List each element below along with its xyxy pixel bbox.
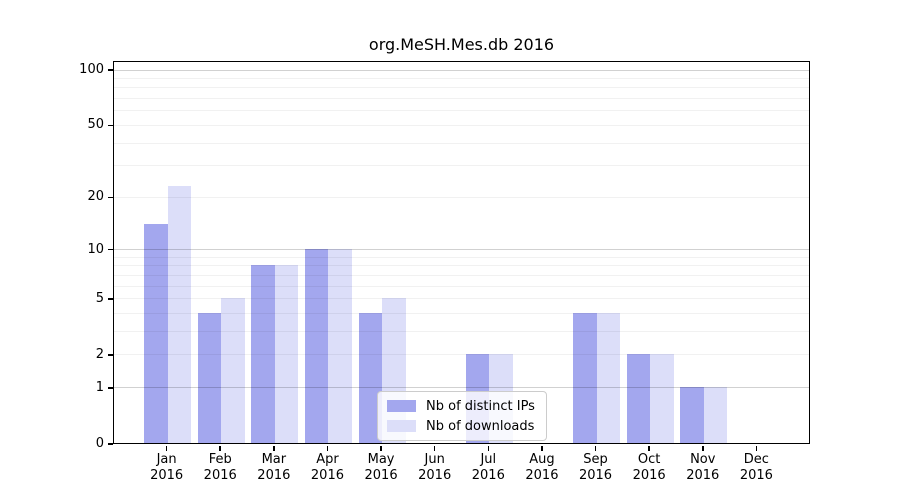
gridline-minor-5 [114,298,809,300]
bar-ips-mar [251,265,275,443]
gridline-minor-30 [114,165,809,167]
y-tick-mark-2 [108,354,113,356]
legend-label-distinct-ips: Nb of distinct IPs [426,398,535,414]
x-tick-label-apr: Apr 2016 [310,452,344,483]
legend: Nb of distinct IPs Nb of downloads [377,391,547,441]
bar-downloads-oct [650,354,674,443]
chart-title: org.MeSH.Mes.db 2016 [368,35,555,54]
y-tick-label-2: 2 [95,346,104,362]
x-tick-mark-may [380,445,382,451]
legend-label-downloads: Nb of downloads [426,418,535,434]
gridline-minor-7 [114,275,809,277]
gridline-minor-2 [114,354,809,356]
gridline-minor-6 [114,285,809,287]
y-tick-label-0: 0 [95,436,104,451]
x-tick-label-aug: Aug 2016 [525,452,559,483]
y-tick-mark-10 [108,248,113,251]
x-tick-label-jan: Jan 2016 [150,452,184,483]
x-tick-label-dec: Dec 2016 [739,452,773,483]
x-tick-mark-feb [219,445,221,451]
x-tick-mark-nov [702,445,704,451]
y-tick-mark-50 [108,124,113,127]
bar-ips-sep [573,312,597,443]
gridline-minor-90 [114,78,809,80]
x-tick-label-feb: Feb 2016 [203,452,237,483]
x-tick-label-may: May 2016 [364,452,398,483]
x-tick-label-mar: Mar 2016 [257,452,291,483]
x-tick-mark-oct [648,445,650,451]
legend-item-distinct-ips: Nb of distinct IPs [387,398,537,414]
x-tick-label-nov: Nov 2016 [686,452,720,483]
y-tick-label-50: 50 [87,117,104,133]
gridline-minor-20 [114,196,809,198]
x-tick-mark-sep [594,445,597,451]
x-tick-mark-aug [541,445,543,451]
bar-ips-feb [197,312,222,443]
y-tick-mark-100 [108,69,113,71]
x-tick-label-sep: Sep 2016 [578,452,613,483]
x-tick-mark-jan [165,445,168,451]
y-tick-mark-20 [108,196,113,199]
bar-downloads-apr [328,248,352,443]
bar-ips-may [358,312,383,443]
y-tick-mark-1 [108,387,113,389]
bar-downloads-nov [703,386,728,443]
gridline-minor-50 [114,124,809,126]
y-tick-label-100: 100 [79,62,104,78]
legend-swatch-downloads [387,420,416,432]
y-tick-label-20: 20 [87,189,104,205]
bar-downloads-mar [274,265,299,443]
y-tick-label-1: 1 [95,379,104,395]
y-tick-mark-0 [108,443,113,445]
bar-ips-jan [144,223,168,443]
gridline-major-1 [114,387,809,389]
gridline-major-100 [114,69,809,71]
gridline-minor-60 [114,110,809,112]
gridline-minor-9 [114,256,809,258]
legend-item-downloads: Nb of downloads [387,418,537,434]
bar-ips-nov [680,386,704,443]
gridline-major-10 [114,249,809,251]
bar-downloads-jan [167,185,192,443]
x-tick-mark-dec [755,445,758,451]
plot-area [113,61,810,444]
bar-downloads-sep [596,312,621,443]
gridline-minor-40 [114,142,809,144]
bar-downloads-feb [221,297,245,443]
bar-ips-apr [304,248,329,443]
x-tick-label-oct: Oct 2016 [632,452,666,483]
gridline-minor-8 [114,265,809,267]
y-tick-mark-5 [108,298,113,300]
y-tick-label-5: 5 [95,290,104,306]
x-tick-mark-apr [326,445,329,451]
bar-ips-oct [626,354,651,443]
x-tick-mark-jul [487,445,490,451]
gridline-minor-80 [114,87,809,89]
x-tick-label-jun: Jun 2016 [418,452,452,483]
legend-swatch-distinct-ips [387,400,416,412]
gridline-minor-3 [114,331,809,333]
x-tick-mark-mar [273,445,275,451]
x-tick-mark-jun [433,445,436,451]
x-tick-label-jul: Jul 2016 [471,452,505,483]
gridline-minor-70 [114,98,809,100]
gridline-minor-4 [114,313,809,315]
y-tick-label-10: 10 [87,241,104,257]
